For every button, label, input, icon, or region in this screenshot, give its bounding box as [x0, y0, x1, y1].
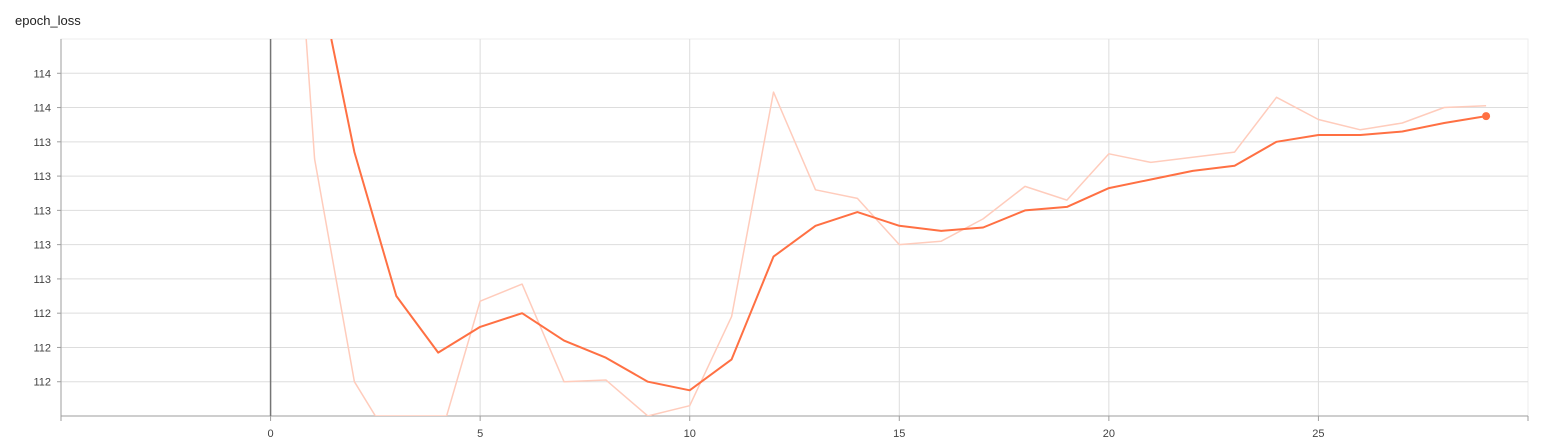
y-tick-label: 113 — [33, 240, 51, 252]
x-tick-label: 0 — [268, 428, 274, 439]
x-tick-label: 10 — [684, 428, 696, 439]
last-point-marker — [1482, 112, 1491, 121]
plot-frame — [60, 38, 1529, 417]
series-layer — [305, 39, 1491, 416]
y-tick-label: 112 — [33, 377, 51, 389]
x-tick-label: 20 — [1103, 428, 1115, 439]
label-layer: 0 5 10 15 20 25 114 114 113 113 113 113 113 112 112 112 — [33, 68, 1324, 439]
y-tick-label: 113 — [33, 137, 51, 149]
grid-layer — [60, 38, 1529, 417]
y-tick-label: 114 — [33, 68, 51, 80]
y-tick-label: 114 — [33, 103, 51, 115]
raw-series-line — [305, 39, 1487, 416]
x-tick-label: 15 — [893, 428, 905, 439]
smoothed-series-line — [330, 39, 1487, 392]
x-tick-label: 25 — [1312, 428, 1324, 439]
axis-layer — [57, 39, 1529, 421]
y-tick-label: 113 — [33, 205, 51, 217]
y-tick-label: 113 — [33, 171, 51, 183]
y-tick-label: 112 — [33, 342, 51, 354]
y-tick-label: 112 — [33, 308, 51, 320]
y-tick-label: 113 — [33, 274, 51, 286]
chart-title: epoch_loss — [15, 13, 81, 28]
x-tick-label: 5 — [477, 428, 483, 439]
